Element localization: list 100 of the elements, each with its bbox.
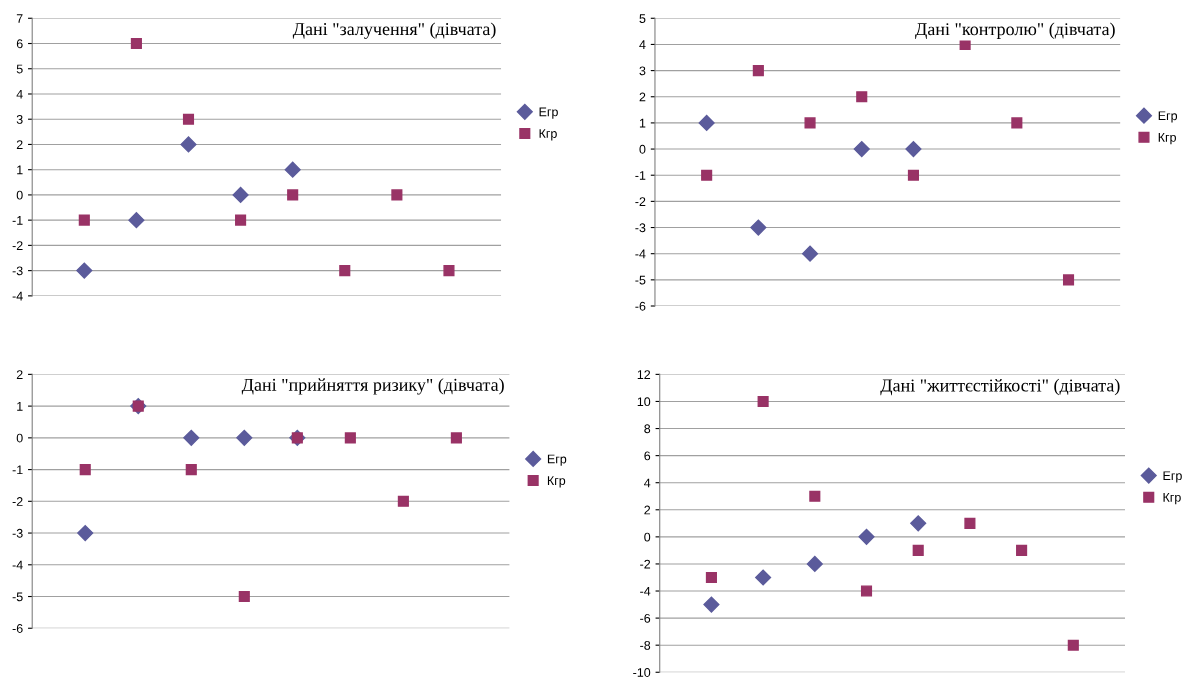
y-tick-label: -1 — [635, 171, 646, 180]
legend-label: Егр — [1158, 111, 1178, 123]
point — [339, 265, 351, 277]
point — [858, 528, 875, 545]
y-tick-label: 3 — [16, 115, 23, 124]
point — [1011, 117, 1023, 129]
y-tick-label: -6 — [635, 301, 646, 311]
y-tick-label: 0 — [16, 190, 23, 200]
point — [806, 555, 823, 573]
point — [238, 590, 250, 603]
point — [130, 37, 142, 50]
point — [185, 464, 197, 476]
y-tick-label: 0 — [16, 433, 23, 443]
y-tick-label: 2 — [644, 505, 651, 515]
point — [905, 141, 922, 158]
y-tick-label: -2 — [12, 497, 23, 506]
point — [964, 517, 976, 529]
y-tick-label: -4 — [12, 291, 23, 301]
y-tick-label: -3 — [635, 223, 646, 233]
y-tick-label: 2 — [16, 140, 23, 149]
chart-title: Дані "залучення" (дівчата) — [292, 22, 496, 39]
legend-label: Кгр — [547, 476, 566, 488]
y-tick-label: -3 — [12, 266, 23, 276]
point — [705, 571, 717, 584]
point — [236, 429, 253, 446]
legend-label: Егр — [539, 107, 558, 119]
point — [235, 214, 247, 226]
y-tick-label: 12 — [637, 370, 651, 379]
point — [391, 189, 403, 201]
y-tick-label: 8 — [644, 424, 651, 434]
y-tick-label: 5 — [639, 14, 646, 23]
legend-label: Кгр — [1163, 493, 1181, 505]
point — [757, 395, 769, 408]
point — [443, 265, 455, 277]
y-tick-label: -2 — [12, 241, 23, 250]
point — [76, 262, 93, 279]
point — [1062, 274, 1075, 286]
point — [804, 117, 816, 129]
y-tick-label: -2 — [635, 197, 646, 206]
y-tick-label: 0 — [639, 144, 646, 154]
point — [698, 114, 715, 131]
y-tick-label: 2 — [16, 370, 23, 379]
point — [755, 569, 772, 586]
y-tick-label: 4 — [639, 40, 646, 49]
y-tick-label: -5 — [635, 275, 646, 285]
y-tick-label: -3 — [12, 528, 23, 538]
y-tick-label: 6 — [16, 39, 23, 49]
point — [79, 464, 91, 476]
point — [128, 212, 145, 229]
y-tick-label: -8 — [640, 640, 651, 650]
point — [397, 495, 409, 507]
y-tick-label: -1 — [12, 216, 23, 225]
point — [912, 544, 924, 556]
y-tick-label: -5 — [12, 592, 23, 602]
y-tick-label: -4 — [640, 586, 651, 596]
chart-title: Дані "життєстійкості" (дівчата) — [880, 378, 1120, 396]
legend-label: Кгр — [539, 129, 557, 141]
y-tick-label: -1 — [12, 465, 23, 475]
chart-title: Дані "контролю" (дівчата) — [915, 22, 1115, 39]
point — [701, 169, 713, 181]
chart-title: Дані "прийняття ризику" (дівчата) — [241, 378, 504, 395]
y-tick-label: 7 — [16, 14, 23, 23]
point — [78, 214, 90, 226]
point — [856, 91, 868, 103]
y-tick-label: 10 — [637, 397, 651, 407]
legend-label: Егр — [547, 454, 567, 466]
y-tick-label: 4 — [644, 478, 651, 488]
point — [1016, 544, 1028, 556]
point — [344, 432, 356, 444]
point — [750, 219, 767, 236]
y-tick-label: -4 — [635, 249, 646, 259]
y-tick-label: 1 — [17, 165, 23, 175]
y-tick-label: -2 — [640, 559, 651, 569]
point — [183, 429, 200, 446]
point — [284, 161, 301, 178]
point — [910, 515, 927, 532]
point — [232, 186, 249, 203]
y-tick-label: 5 — [16, 64, 23, 74]
point — [752, 65, 764, 77]
y-tick-label: -4 — [12, 560, 23, 570]
y-tick-label: 4 — [16, 89, 23, 99]
point — [77, 524, 94, 542]
point — [809, 490, 821, 502]
y-tick-label: 1 — [639, 118, 646, 128]
y-tick-label: -10 — [633, 668, 651, 677]
y-tick-label: 2 — [639, 92, 646, 102]
legend-label: Кгр — [1158, 133, 1176, 145]
point — [801, 245, 819, 262]
y-tick-label: -6 — [640, 613, 651, 623]
point — [287, 189, 299, 201]
point — [180, 136, 197, 153]
y-tick-label: 6 — [644, 451, 651, 461]
point — [853, 141, 870, 158]
point — [450, 432, 462, 444]
y-tick-label: 3 — [639, 66, 646, 76]
point — [1067, 639, 1079, 651]
y-tick-label: -6 — [12, 624, 23, 633]
point — [907, 169, 919, 181]
point — [182, 113, 195, 125]
legend-label: Егр — [1163, 471, 1182, 483]
